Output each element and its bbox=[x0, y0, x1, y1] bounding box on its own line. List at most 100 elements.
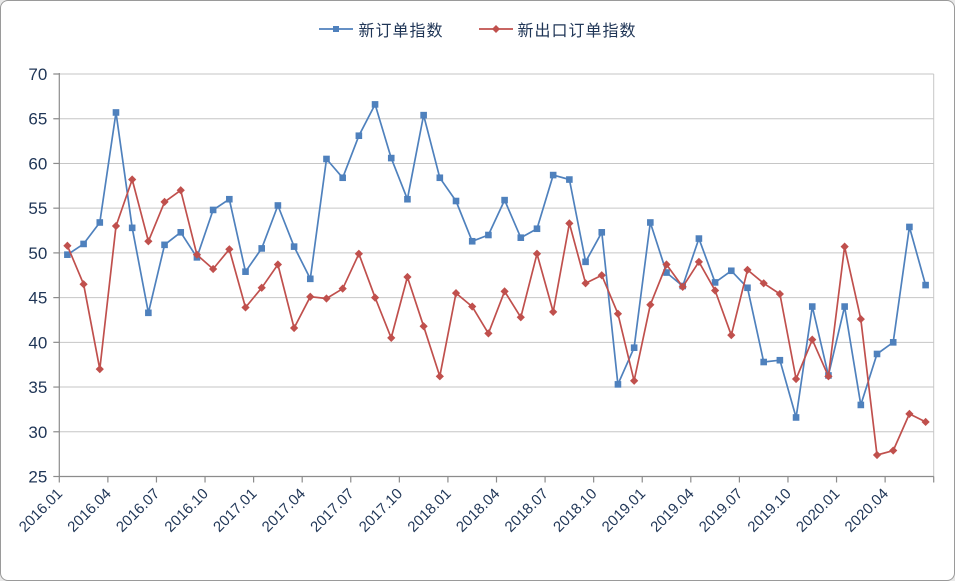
data-point-marker bbox=[226, 195, 233, 203]
data-point-marker bbox=[468, 237, 476, 245]
data-point-marker bbox=[743, 265, 752, 274]
data-point-marker bbox=[744, 284, 751, 292]
data-point-marker bbox=[791, 374, 801, 384]
data-point-marker bbox=[500, 287, 509, 296]
x-tick-label: 2018.10 bbox=[550, 485, 600, 535]
x-tick-label: 2016.01 bbox=[16, 485, 66, 535]
data-point-marker bbox=[176, 186, 185, 195]
y-axis-labels: 25 30 35 40 45 50 55 60 65 70 bbox=[28, 65, 47, 487]
data-point-marker bbox=[775, 289, 784, 299]
data-point-marker bbox=[646, 300, 655, 309]
x-tick-label: 2017.10 bbox=[356, 485, 406, 535]
x-tick-label: 2020.01 bbox=[793, 485, 843, 535]
y-tick-label: 70 bbox=[28, 65, 47, 84]
data-point-marker bbox=[128, 224, 136, 232]
series-line bbox=[66, 178, 926, 456]
data-point-marker bbox=[339, 174, 346, 182]
data-point-marker bbox=[209, 206, 217, 214]
data-point-marker bbox=[566, 176, 573, 183]
data-point-marker bbox=[370, 293, 380, 302]
data-point-marker bbox=[906, 223, 913, 231]
data-point-marker bbox=[516, 313, 525, 322]
x-tick-label: 2017.01 bbox=[210, 485, 260, 535]
series-new-orders bbox=[64, 101, 929, 421]
data-point-marker bbox=[95, 365, 104, 374]
data-point-marker bbox=[177, 229, 185, 236]
data-point-marker bbox=[695, 235, 703, 242]
data-point-marker bbox=[614, 381, 622, 388]
data-point-marker bbox=[582, 258, 589, 266]
data-point-marker bbox=[613, 309, 623, 318]
data-point-marker bbox=[921, 417, 930, 427]
data-point-marker bbox=[161, 241, 168, 249]
data-point-marker bbox=[905, 409, 914, 418]
data-point-marker bbox=[581, 279, 590, 288]
data-point-marker bbox=[257, 283, 266, 292]
data-point-marker bbox=[403, 272, 412, 282]
data-point-marker bbox=[630, 344, 638, 351]
y-tick-label: 55 bbox=[28, 199, 47, 218]
x-tick-label: 2019.01 bbox=[599, 485, 649, 535]
data-point-marker bbox=[420, 111, 427, 119]
data-point-marker bbox=[112, 109, 120, 116]
data-point-marker bbox=[355, 132, 363, 140]
data-point-marker bbox=[451, 289, 461, 298]
data-point-marker bbox=[387, 333, 396, 342]
data-point-marker bbox=[824, 372, 833, 381]
data-point-marker bbox=[241, 303, 250, 312]
gridlines bbox=[59, 73, 935, 477]
data-point-marker bbox=[225, 245, 234, 254]
y-tick-label: 65 bbox=[28, 110, 47, 129]
x-tick-label: 2018.04 bbox=[453, 485, 503, 535]
data-point-marker bbox=[630, 376, 639, 385]
data-point-marker bbox=[64, 251, 71, 258]
data-point-marker bbox=[338, 284, 347, 293]
data-point-marker bbox=[128, 175, 137, 184]
data-point-marker bbox=[533, 225, 541, 233]
data-point-marker bbox=[727, 267, 735, 275]
data-point-marker bbox=[258, 245, 266, 252]
data-point-marker bbox=[840, 242, 849, 251]
data-point-marker bbox=[468, 302, 477, 311]
x-tick-label: 2017.07 bbox=[307, 485, 357, 535]
data-point-marker bbox=[501, 196, 508, 204]
data-point-marker bbox=[597, 271, 606, 280]
data-point-marker bbox=[857, 401, 865, 409]
x-tick-label: 2016.10 bbox=[161, 485, 211, 535]
y-tick-label: 45 bbox=[28, 289, 47, 308]
data-point-marker bbox=[647, 219, 654, 226]
data-point-marker bbox=[484, 329, 493, 338]
y-tick-label: 60 bbox=[28, 154, 47, 173]
data-point-marker bbox=[889, 339, 897, 346]
data-point-marker bbox=[192, 250, 202, 259]
y-tick-label: 30 bbox=[28, 423, 47, 442]
data-point-marker bbox=[63, 241, 72, 250]
data-point-marker bbox=[274, 202, 282, 209]
y-tick-label: 25 bbox=[28, 468, 47, 487]
x-tick-label: 2019.10 bbox=[744, 485, 794, 535]
data-point-marker bbox=[678, 282, 687, 291]
series-export-orders bbox=[63, 175, 930, 460]
data-point-marker bbox=[872, 450, 882, 460]
x-tick-label: 2018.01 bbox=[404, 485, 454, 535]
data-point-marker bbox=[242, 268, 249, 275]
data-point-marker bbox=[79, 280, 88, 289]
data-point-marker bbox=[436, 174, 444, 182]
x-tick-label: 2016.04 bbox=[64, 485, 114, 535]
x-axis-labels: 2016.012016.042016.072016.102017.012017.… bbox=[16, 485, 892, 535]
data-point-marker bbox=[452, 197, 460, 205]
x-tick-label: 2020.04 bbox=[842, 485, 892, 535]
x-tick-label: 2019.04 bbox=[647, 485, 697, 535]
data-point-marker bbox=[111, 221, 121, 231]
series-line bbox=[66, 103, 927, 419]
data-point-marker bbox=[145, 309, 152, 317]
data-point-marker bbox=[549, 171, 557, 179]
data-point-marker bbox=[889, 446, 898, 455]
axes bbox=[53, 73, 935, 483]
data-point-marker bbox=[290, 243, 298, 250]
data-point-marker bbox=[289, 323, 299, 333]
data-point-marker bbox=[598, 229, 606, 236]
data-point-marker bbox=[792, 414, 800, 421]
